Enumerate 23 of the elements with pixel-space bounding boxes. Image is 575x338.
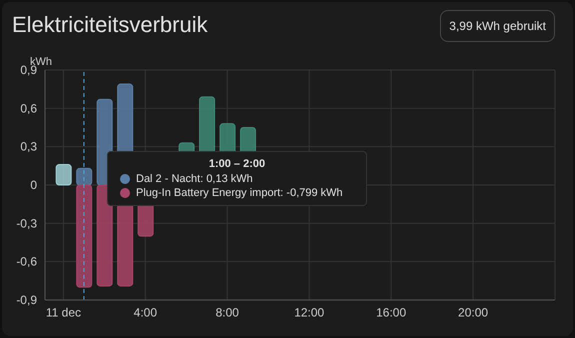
chart-title: Elektriciteitsverbruik xyxy=(12,12,208,38)
x-tick-label: 11 dec xyxy=(46,306,82,320)
annotation: 1:00 – 2:00 xyxy=(208,158,266,170)
legend-label: Dal 2 - Nacht xyxy=(136,173,200,185)
x-tick-label: 16:00 xyxy=(376,306,406,320)
bar xyxy=(96,184,113,286)
bar xyxy=(76,168,92,186)
y-tick-label: -0,9 xyxy=(16,293,38,307)
x-tick-label: 20:00 xyxy=(458,306,488,320)
y-tick-label: -0,3 xyxy=(16,216,38,230)
bar xyxy=(76,184,92,288)
y-tick-label: -0,6 xyxy=(16,254,38,269)
x-tick-label: 4:00 xyxy=(134,306,158,320)
legend-label: Plug-In Battery Energy import xyxy=(136,187,280,199)
chart-subtitle: 3,99 kWh gebruikt xyxy=(440,10,555,42)
y-tick-label: 0,3 xyxy=(20,140,38,154)
x-tick-label: 8:00 xyxy=(216,306,240,320)
y-tick-label: 0 xyxy=(30,178,38,192)
annotation: : 0,13 kWh xyxy=(200,173,253,185)
y-tick-label: 0,6 xyxy=(20,101,38,116)
annotation: : -0,799 kWh xyxy=(280,187,343,199)
x-tick-label: 12:00 xyxy=(294,306,325,320)
bar xyxy=(56,164,72,186)
